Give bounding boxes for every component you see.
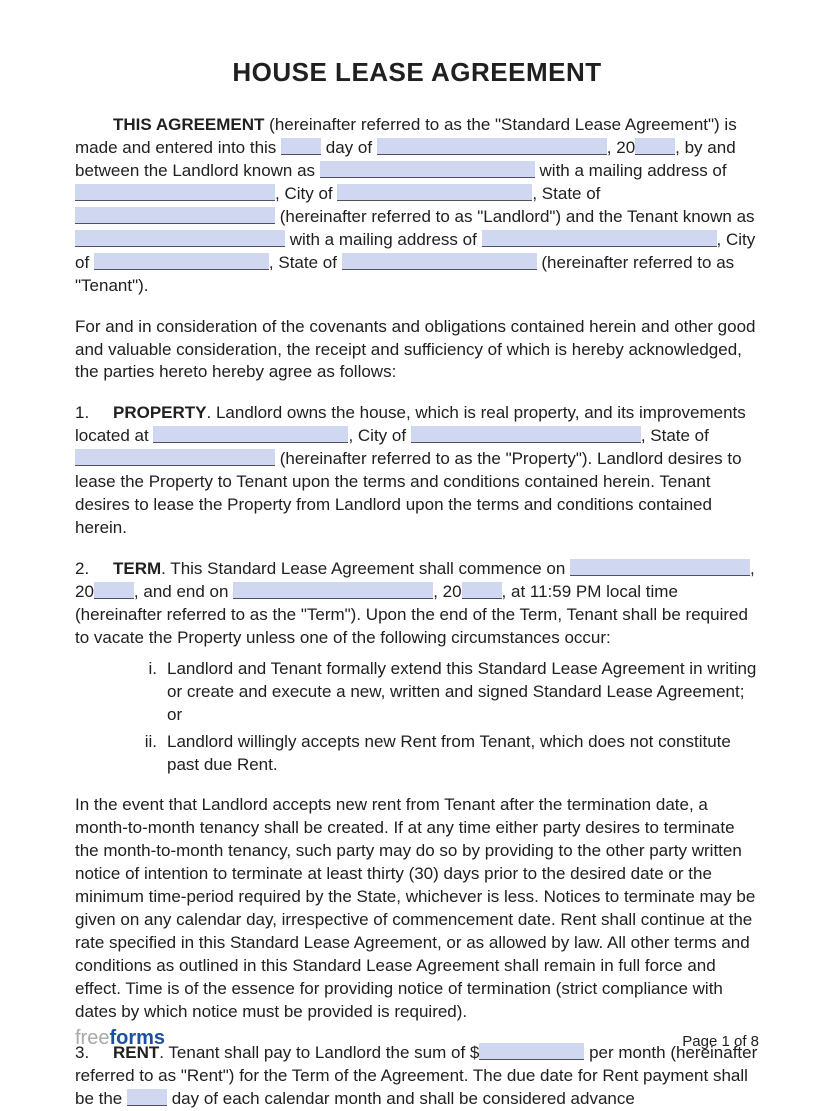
- blank-tenant-state[interactable]: [342, 253, 537, 270]
- logo-free: free: [75, 1027, 109, 1049]
- sublist-text: Landlord willingly accepts new Rent from…: [167, 731, 759, 777]
- section-heading: PROPERTY: [113, 403, 207, 422]
- blank-start-year[interactable]: [94, 582, 134, 599]
- section-rent: 3.RENT. Tenant shall pay to Landlord the…: [75, 1042, 759, 1111]
- text: with a mailing address of: [285, 230, 482, 249]
- blank-property-city[interactable]: [411, 426, 641, 443]
- intro-paragraph: THIS AGREEMENT (hereinafter referred to …: [75, 114, 759, 298]
- blank-landlord-name[interactable]: [320, 161, 535, 178]
- document-title: HOUSE LEASE AGREEMENT: [75, 55, 759, 90]
- text: , City of: [275, 184, 337, 203]
- blank-property-addr[interactable]: [153, 426, 348, 443]
- blank-end-year[interactable]: [462, 582, 502, 599]
- text: , State of: [532, 184, 600, 203]
- text: day of: [321, 138, 377, 157]
- blank-end-month[interactable]: [233, 582, 433, 599]
- text: with a mailing address of: [535, 161, 727, 180]
- text: , and end on: [134, 582, 233, 601]
- sublist-text: Landlord and Tenant formally extend this…: [167, 658, 759, 727]
- page-footer: freeforms Page 1 of 8: [75, 1025, 759, 1052]
- text: . This Standard Lease Agreement shall co…: [161, 559, 570, 578]
- section-number: 1.: [75, 402, 113, 425]
- page-number: Page 1 of 8: [682, 1032, 759, 1052]
- blank-landlord-state[interactable]: [75, 207, 275, 224]
- blank-tenant-addr[interactable]: [482, 230, 717, 247]
- blank-rent-day[interactable]: [127, 1089, 167, 1106]
- text: , 20: [433, 582, 461, 601]
- blank-day[interactable]: [281, 138, 321, 155]
- section-heading: TERM: [113, 559, 161, 578]
- blank-tenant-city[interactable]: [94, 253, 269, 270]
- blank-tenant-name[interactable]: [75, 230, 285, 247]
- month-to-month-paragraph: In the event that Landlord accepts new r…: [75, 794, 759, 1023]
- text: , State of: [269, 253, 342, 272]
- term-sublist: i. Landlord and Tenant formally extend t…: [135, 658, 759, 777]
- text: , State of: [641, 426, 709, 445]
- sublist-item: i. Landlord and Tenant formally extend t…: [135, 658, 759, 727]
- sublist-marker: ii.: [135, 731, 167, 777]
- lead-bold: THIS AGREEMENT: [113, 115, 264, 134]
- text: (hereinafter referred to as "Landlord") …: [275, 207, 755, 226]
- blank-start-month[interactable]: [570, 559, 750, 576]
- blank-property-state[interactable]: [75, 449, 275, 466]
- section-property: 1.PROPERTY. Landlord owns the house, whi…: [75, 402, 759, 540]
- consideration-paragraph: For and in consideration of the covenant…: [75, 316, 759, 385]
- logo-forms: forms: [109, 1027, 165, 1049]
- blank-month[interactable]: [377, 138, 607, 155]
- freeforms-logo: freeforms: [75, 1025, 165, 1052]
- text: day of each calendar month and shall be …: [167, 1089, 635, 1108]
- blank-year[interactable]: [635, 138, 675, 155]
- blank-landlord-addr[interactable]: [75, 184, 275, 201]
- section-term: 2.TERM. This Standard Lease Agreement sh…: [75, 558, 759, 650]
- text: , City of: [348, 426, 410, 445]
- sublist-marker: i.: [135, 658, 167, 727]
- section-number: 2.: [75, 558, 113, 581]
- blank-landlord-city[interactable]: [337, 184, 532, 201]
- sublist-item: ii. Landlord willingly accepts new Rent …: [135, 731, 759, 777]
- text: , 20: [607, 138, 635, 157]
